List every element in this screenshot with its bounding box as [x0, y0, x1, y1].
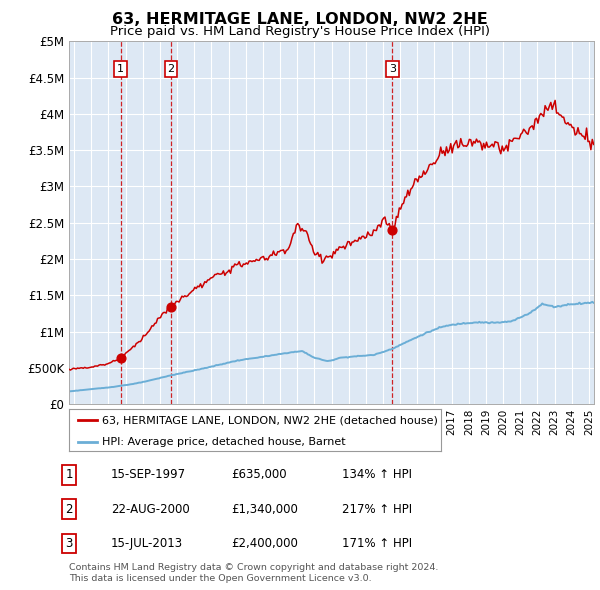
Point — [116, 353, 125, 363]
Text: 134% ↑ HPI: 134% ↑ HPI — [342, 468, 412, 481]
Text: 3: 3 — [389, 64, 396, 74]
Text: 15-JUL-2013: 15-JUL-2013 — [111, 537, 183, 550]
Point — [166, 302, 176, 312]
Text: £635,000: £635,000 — [231, 468, 287, 481]
Text: 63, HERMITAGE LANE, LONDON, NW2 2HE (detached house): 63, HERMITAGE LANE, LONDON, NW2 2HE (det… — [103, 415, 439, 425]
Text: This data is licensed under the Open Government Licence v3.0.: This data is licensed under the Open Gov… — [69, 574, 371, 583]
Text: 2: 2 — [167, 64, 175, 74]
Text: 1: 1 — [117, 64, 124, 74]
Text: 171% ↑ HPI: 171% ↑ HPI — [342, 537, 412, 550]
Text: 15-SEP-1997: 15-SEP-1997 — [111, 468, 186, 481]
Text: 63, HERMITAGE LANE, LONDON, NW2 2HE: 63, HERMITAGE LANE, LONDON, NW2 2HE — [112, 12, 488, 27]
Text: HPI: Average price, detached house, Barnet: HPI: Average price, detached house, Barn… — [103, 437, 346, 447]
Text: £1,340,000: £1,340,000 — [231, 503, 298, 516]
Text: 2: 2 — [65, 503, 73, 516]
Text: Contains HM Land Registry data © Crown copyright and database right 2024.: Contains HM Land Registry data © Crown c… — [69, 563, 439, 572]
Text: 1: 1 — [65, 468, 73, 481]
Text: £2,400,000: £2,400,000 — [231, 537, 298, 550]
Text: 217% ↑ HPI: 217% ↑ HPI — [342, 503, 412, 516]
Text: 3: 3 — [65, 537, 73, 550]
Text: Price paid vs. HM Land Registry's House Price Index (HPI): Price paid vs. HM Land Registry's House … — [110, 25, 490, 38]
Point — [388, 225, 397, 235]
Text: 22-AUG-2000: 22-AUG-2000 — [111, 503, 190, 516]
